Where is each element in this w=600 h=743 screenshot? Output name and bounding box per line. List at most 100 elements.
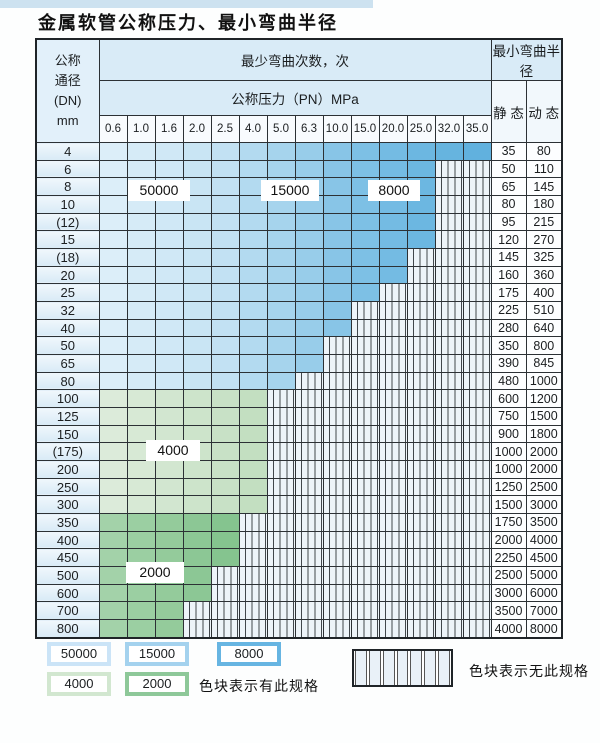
no-spec-cell	[322, 424, 352, 444]
no-spec-cell	[434, 248, 464, 267]
no-spec-cell	[406, 371, 436, 391]
spec-cell	[266, 212, 296, 232]
spec-cell	[182, 301, 212, 320]
no-spec-cell	[378, 513, 408, 532]
no-spec-cell	[350, 477, 380, 497]
overlay-label-8000: 8000	[368, 180, 420, 201]
no-spec-cell	[322, 460, 352, 479]
legend-label-50000: 50000	[51, 646, 107, 662]
spec-cell	[322, 230, 352, 250]
table-row: (175) 1000 2000	[35, 442, 563, 462]
no-spec-cell	[350, 530, 380, 550]
table-row: 350 1750 3500	[35, 513, 563, 532]
spec-cell	[126, 248, 156, 267]
no-spec-cell	[434, 513, 464, 532]
no-spec-cell	[434, 530, 464, 550]
spec-cell	[210, 424, 240, 444]
legend-swatch-2000: 2000	[125, 672, 189, 696]
no-spec-cell	[462, 495, 492, 515]
dynamic-value: 270	[525, 230, 563, 250]
pressure-tick: 20.0	[378, 115, 408, 143]
no-spec-cell	[378, 495, 408, 515]
no-spec-cell	[350, 619, 380, 639]
pressure-tick: 6.3	[294, 115, 324, 143]
spec-cell	[238, 424, 268, 444]
no-spec-cell	[294, 424, 324, 444]
spec-cell	[210, 354, 240, 373]
table-row: 32 225 510	[35, 301, 563, 320]
no-spec-cell	[434, 495, 464, 515]
spec-cell	[238, 301, 268, 320]
spec-cell	[322, 318, 352, 338]
spec-cell	[154, 407, 184, 426]
spec-cell	[98, 230, 128, 250]
no-spec-cell	[434, 477, 464, 497]
spec-cell	[154, 265, 184, 285]
dn-cell: 800	[35, 619, 100, 639]
spec-cell	[182, 477, 212, 497]
no-spec-cell	[434, 177, 464, 197]
static-value: 480	[490, 371, 527, 391]
spec-cell	[294, 283, 324, 303]
dynamic-value: 1000	[525, 371, 563, 391]
dn-cell: 400	[35, 530, 100, 550]
no-spec-cell	[434, 548, 464, 568]
spec-cell	[294, 301, 324, 320]
no-spec-cell	[378, 318, 408, 338]
spec-cell	[182, 265, 212, 285]
spec-cell	[238, 354, 268, 373]
no-spec-cell	[266, 583, 296, 603]
spec-cell	[238, 477, 268, 497]
spec-table: 公称 通径 (DN) mm 最少弯曲次数，次 最小弯曲半径 公称压力（PN）MP…	[35, 38, 564, 639]
top-strip-decoration	[0, 0, 373, 8]
no-spec-cell	[238, 548, 268, 568]
no-spec-cell	[266, 513, 296, 532]
pressure-tick: 2.0	[182, 115, 212, 143]
spec-cell	[378, 212, 408, 232]
overlay-label-2000: 2000	[126, 562, 184, 583]
spec-cell	[98, 442, 128, 462]
no-spec-cell	[434, 442, 464, 462]
spec-cell	[210, 530, 240, 550]
spec-cell	[238, 389, 268, 409]
no-spec-cell	[238, 601, 268, 621]
spec-cell	[182, 248, 212, 267]
dn-cell: 500	[35, 566, 100, 585]
spec-cell	[154, 513, 184, 532]
no-spec-cell	[266, 548, 296, 568]
spec-cell	[126, 513, 156, 532]
spec-cell	[294, 248, 324, 267]
spec-cell	[154, 230, 184, 250]
spec-cell	[98, 336, 128, 356]
table-row: 150 900 1800	[35, 424, 563, 444]
spec-cell	[210, 407, 240, 426]
spec-cell	[266, 230, 296, 250]
table-row: 600 3000 6000	[35, 583, 563, 603]
spec-cell	[294, 318, 324, 338]
dynamic-value: 4000	[525, 530, 563, 550]
spec-cell	[378, 159, 408, 179]
dn-cell: 350	[35, 513, 100, 532]
spec-cell	[350, 159, 380, 179]
no-spec-cell	[434, 407, 464, 426]
spec-table-body: 4 35 80 6 50 110 8 65 145 10 80 180 (12) 95 215 15 120 27…	[35, 142, 563, 639]
no-spec-cell	[434, 336, 464, 356]
static-value: 65	[490, 177, 527, 197]
no-spec-cell	[238, 619, 268, 639]
legend-label-15000: 15000	[129, 646, 185, 662]
no-spec-cell	[266, 601, 296, 621]
no-spec-cell	[322, 583, 352, 603]
legend-swatch-4000: 4000	[47, 672, 111, 696]
static-value: 280	[490, 318, 527, 338]
dynamic-value: 800	[525, 336, 563, 356]
spec-cell	[154, 371, 184, 391]
dynamic-value: 2000	[525, 460, 563, 479]
no-spec-cell	[266, 495, 296, 515]
spec-cell	[350, 230, 380, 250]
dynamic-value: 1200	[525, 389, 563, 409]
no-spec-cell	[378, 566, 408, 585]
spec-cell	[98, 301, 128, 320]
legend-label-8000: 8000	[221, 646, 277, 662]
table-row: 65 390 845	[35, 354, 563, 373]
